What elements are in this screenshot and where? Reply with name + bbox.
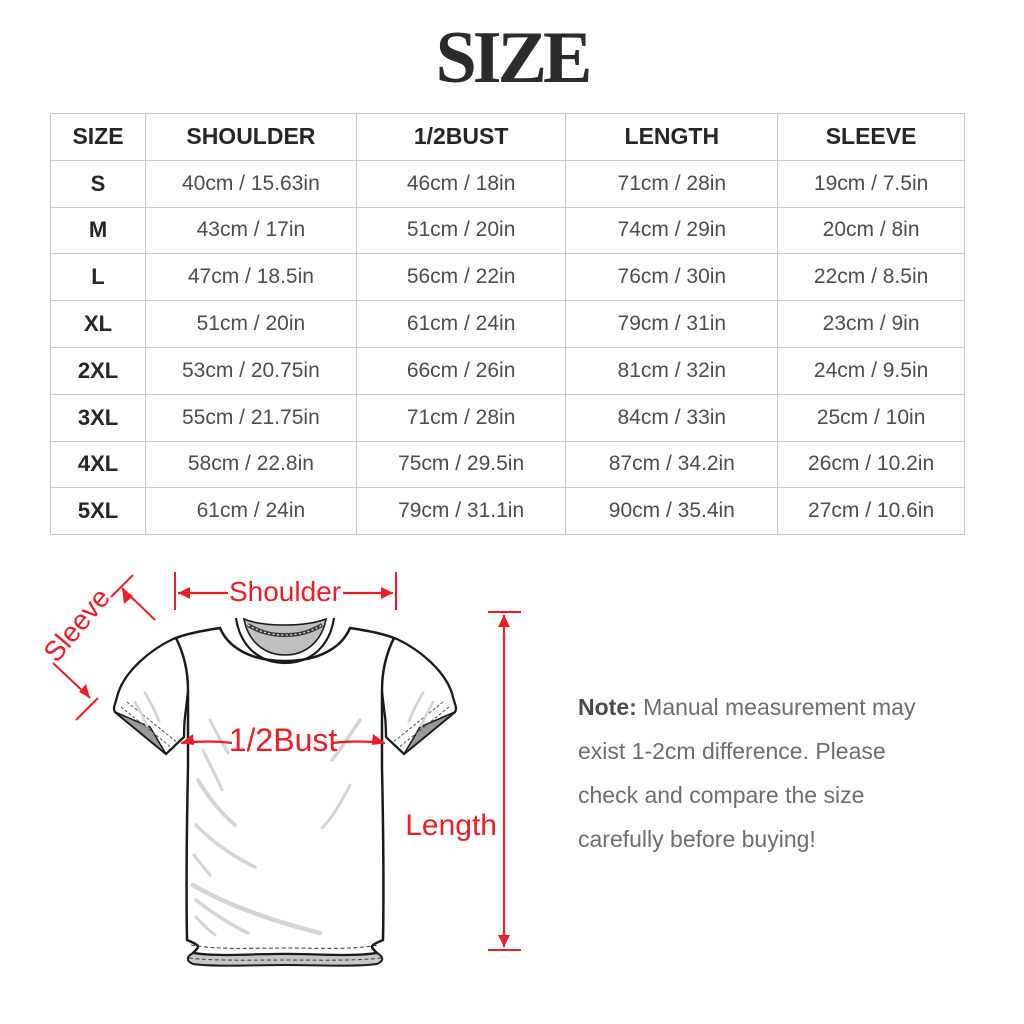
svg-text:Length: Length [405, 809, 497, 842]
svg-text:Shoulder: Shoulder [229, 576, 341, 607]
svg-text:1/2Bust: 1/2Bust [229, 722, 338, 758]
svg-text:Sleeve: Sleeve [37, 582, 116, 668]
